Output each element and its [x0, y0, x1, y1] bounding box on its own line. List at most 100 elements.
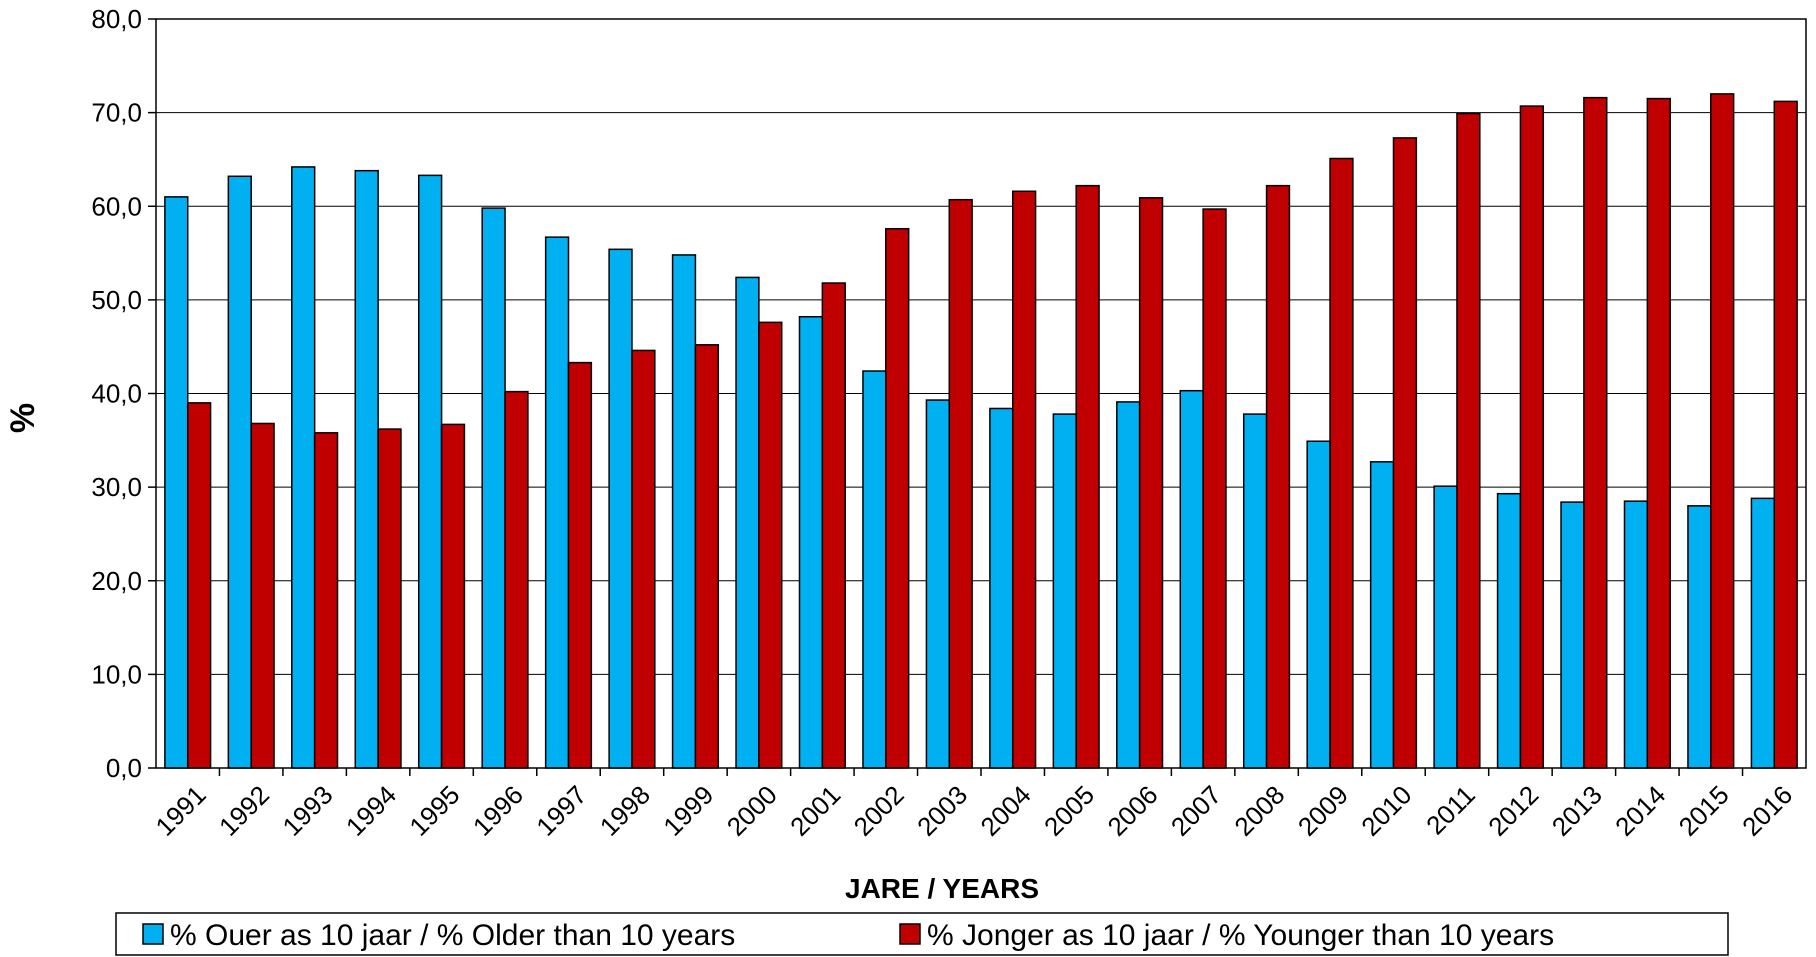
bar-older-2010: [1369, 461, 1395, 769]
y-tick-labels: 0,0 10,0 20,0 30,0 40,0 50,0 60,0 70,0 80,0: [91, 4, 142, 783]
bar-older-2011: [1433, 485, 1458, 769]
bar-older-1994: [354, 169, 379, 769]
y-tick-label: 60,0: [91, 191, 142, 221]
bar-younger-2006: [1138, 197, 1164, 769]
x-tick-label: 2004: [975, 780, 1037, 842]
bars: [164, 93, 1798, 769]
bar-younger-2016: [1773, 100, 1798, 769]
bar-younger-1994: [377, 428, 402, 769]
x-tick-label: 1999: [657, 780, 719, 842]
x-tick-label: 1995: [403, 780, 465, 842]
bar-younger-1992: [250, 422, 275, 769]
bar-younger-2007: [1202, 208, 1227, 769]
bar-older-2001: [798, 315, 824, 769]
bar-younger-2011: [1456, 112, 1481, 769]
y-tick-label: 10,0: [91, 659, 142, 689]
bar-older-1997: [544, 236, 570, 769]
x-tick-label: 2009: [1292, 780, 1354, 842]
legend-label-younger: % Jonger as 10 jaar / % Younger than 10 …: [927, 919, 1554, 952]
bar-older-1993: [291, 166, 316, 769]
bar-older-2008: [1242, 413, 1268, 769]
bar-older-2002: [862, 370, 887, 769]
bar-older-2007: [1179, 389, 1204, 769]
bar-younger-1991: [186, 402, 212, 769]
x-tick-label: 1996: [467, 780, 529, 842]
bar-older-2015: [1687, 505, 1712, 769]
bar-older-2005: [1052, 413, 1077, 769]
bar-younger-1998: [631, 349, 656, 769]
x-tick-label: 1992: [213, 780, 275, 842]
y-tick-label: 20,0: [91, 566, 142, 596]
bar-younger-2010: [1392, 137, 1418, 769]
bar-younger-2015: [1710, 93, 1735, 769]
bar-older-2012: [1496, 492, 1522, 769]
x-tick-labels: 1991 1992 1993 1994 1995 1996 1997 1998 1999 2000…: [150, 780, 1799, 842]
x-tick-label: 2005: [1038, 780, 1100, 842]
bar-older-2003: [925, 399, 951, 769]
bar-older-2004: [989, 407, 1014, 769]
x-tick-label: 2002: [848, 780, 910, 842]
bar-older-1996: [481, 207, 506, 769]
x-tick-label: 1997: [530, 780, 592, 842]
x-tick-label: 2013: [1546, 780, 1608, 842]
x-tick-label: 1994: [340, 780, 402, 842]
y-tick-label: 40,0: [91, 379, 142, 409]
x-tick-label: 2001: [784, 780, 846, 842]
bar-younger-2003: [948, 198, 973, 769]
bar-younger-2002: [885, 227, 910, 769]
bar-older-1991: [164, 196, 189, 769]
bar-younger-1995: [440, 423, 466, 769]
bar-older-2016: [1750, 497, 1776, 769]
y-tick-label: 80,0: [91, 4, 142, 34]
x-tick-label: 2000: [721, 780, 783, 842]
x-tick-label: 2011: [1420, 780, 1481, 841]
x-tick-label: 2003: [911, 780, 973, 842]
x-tick-label: 1998: [594, 780, 656, 842]
legend: % Ouer as 10 jaar / % Older than 10 year…: [115, 912, 1729, 956]
bar-younger-2001: [821, 282, 846, 769]
bar-older-2014: [1623, 500, 1649, 769]
bar-younger-1993: [313, 432, 339, 769]
y-tick-label: 0,0: [106, 753, 142, 783]
legend-frame: [115, 912, 1729, 956]
x-tick-label: 1991: [150, 780, 212, 842]
x-tick-label: 2014: [1609, 780, 1671, 842]
bar-younger-2013: [1583, 96, 1608, 769]
bar-younger-2014: [1646, 97, 1671, 769]
bar-younger-2012: [1519, 105, 1545, 769]
bar-younger-2008: [1265, 184, 1291, 769]
bar-older-2006: [1116, 401, 1141, 769]
bar-older-1999: [671, 254, 697, 769]
y-tick-label: 50,0: [91, 285, 142, 315]
bar-younger-2004: [1011, 190, 1037, 769]
x-tick-label: 2008: [1228, 780, 1290, 842]
bar-older-1995: [417, 174, 443, 769]
bar-older-2000: [735, 276, 760, 769]
bar-younger-2009: [1329, 157, 1354, 769]
y-tick-label: 70,0: [91, 98, 142, 128]
axes: [148, 18, 1807, 776]
x-tick-label: 2015: [1673, 780, 1735, 842]
bar-younger-1996: [504, 390, 529, 769]
bar-younger-1999: [694, 344, 720, 769]
bar-older-1998: [608, 248, 633, 769]
bar-older-1992: [227, 175, 252, 769]
gridlines: [156, 112, 1806, 675]
x-tick-label: 2007: [1165, 780, 1227, 842]
bar-younger-1997: [567, 361, 593, 769]
x-axis-title: JARE / YEARS: [845, 873, 1039, 904]
bar-older-2009: [1306, 440, 1331, 769]
x-tick-label: 2016: [1736, 780, 1798, 842]
legend-label-older: % Ouer as 10 jaar / % Older than 10 year…: [170, 919, 735, 952]
y-axis-title: %: [4, 403, 42, 433]
x-tick-label: 1993: [277, 780, 339, 842]
x-tick-label: 2012: [1482, 780, 1544, 842]
legend-swatch-older: [142, 923, 164, 945]
bar-younger-2005: [1075, 184, 1100, 769]
x-tick-label: 2010: [1355, 780, 1417, 842]
y-tick-label: 30,0: [91, 472, 142, 502]
x-tick-label: 2006: [1102, 780, 1164, 842]
bar-younger-2000: [758, 321, 783, 769]
legend-swatch-younger: [899, 923, 921, 945]
